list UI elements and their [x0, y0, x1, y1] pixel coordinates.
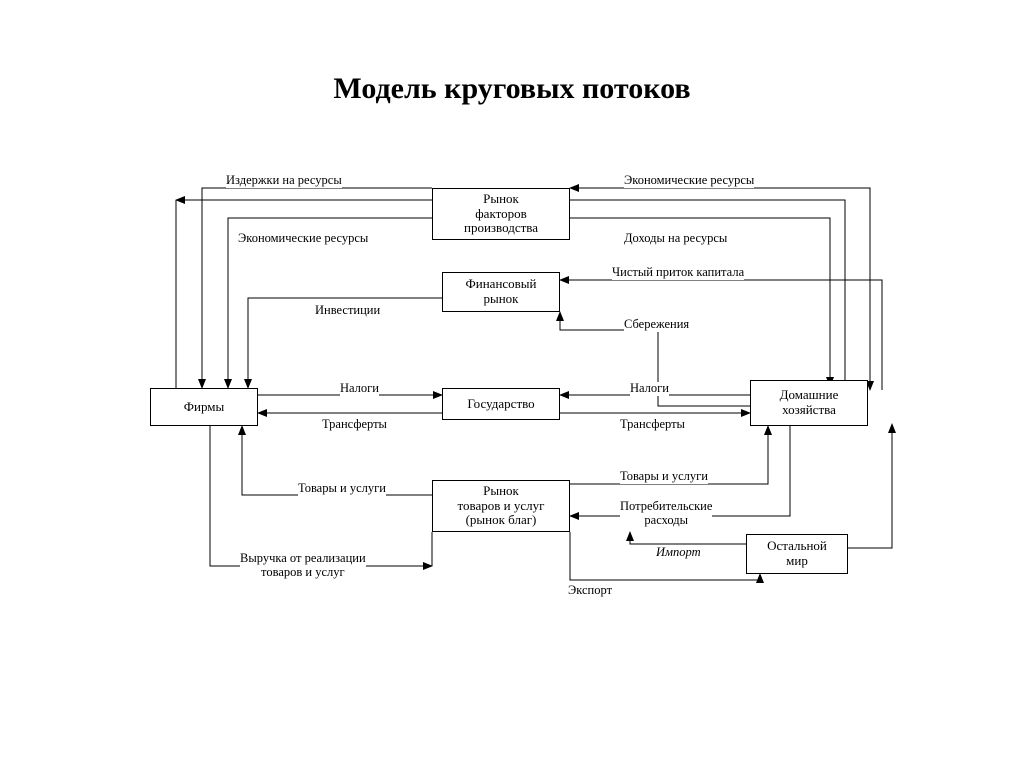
node-finance: Финансовыйрынок	[442, 272, 560, 312]
edge-label-e_tax_right: Налоги	[630, 382, 669, 396]
edge-label-e_costs: Издержки на ресурсы	[226, 174, 342, 188]
page-title: Модель круговых потоков	[0, 72, 1024, 106]
edge-label-e_consumer: Потребительскиерасходы	[620, 500, 712, 528]
edge-label-e_goods_right: Товары и услуги	[620, 470, 708, 484]
edge-label-e_transf_right: Трансферты	[620, 418, 685, 432]
node-firms: Фирмы	[150, 388, 258, 426]
node-goods: Рыноктоваров и услуг(рынок благ)	[432, 480, 570, 532]
edge-label-e_invest: Инвестиции	[315, 304, 380, 318]
edge-label-e_revenue: Выручка от реализациитоваров и услуг	[240, 552, 366, 580]
edge-label-e_econ_right: Экономические ресурсы	[624, 174, 754, 188]
node-households: Домашниехозяйства	[750, 380, 868, 426]
circular-flow-diagram: Фирмы Домашниехозяйства Рынокфакторовпроиз…	[130, 170, 900, 650]
edge-label-e_transf_left: Трансферты	[322, 418, 387, 432]
edge-label-e_goods_left: Товары и услуги	[298, 482, 386, 496]
edge-label-e_econ_left: Экономические ресурсы	[238, 232, 368, 246]
node-factor: Рынокфакторовпроизводства	[432, 188, 570, 240]
edge-label-e_savings: Сбережения	[624, 318, 689, 332]
edge-label-e_import: Импорт	[656, 546, 701, 560]
node-world: Остальноймир	[746, 534, 848, 574]
edge-label-e_income: Доходы на ресурсы	[624, 232, 727, 246]
edge-label-e_tax_left: Налоги	[340, 382, 379, 396]
node-gov: Государство	[442, 388, 560, 420]
edge-label-e_capital: Чистый приток капитала	[612, 266, 744, 280]
edge-label-e_export: Экспорт	[568, 584, 612, 598]
